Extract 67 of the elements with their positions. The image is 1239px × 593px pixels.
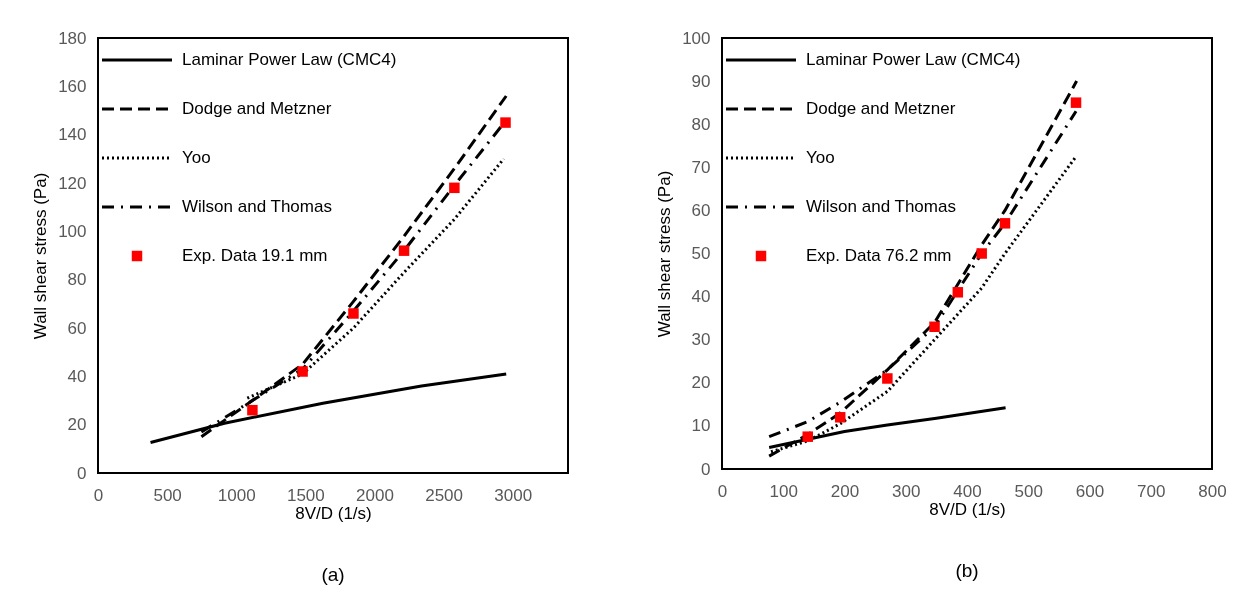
x-tick-label: 800 xyxy=(1198,481,1227,501)
y-tick-label: 90 xyxy=(691,71,711,91)
x-tick-label: 100 xyxy=(769,481,798,501)
point xyxy=(449,182,460,194)
y-tick-label: 180 xyxy=(58,28,87,48)
legend-label: Exp. Data 76.2 mm xyxy=(806,246,952,265)
y-tick-label: 140 xyxy=(58,125,87,145)
legend-label: Yoo xyxy=(806,148,835,167)
point xyxy=(882,373,893,384)
legend-label: Laminar Power Law (CMC4) xyxy=(182,50,397,69)
legend-label: Dodge and Metzner xyxy=(806,99,956,118)
point xyxy=(834,412,846,423)
x-tick-label: 3000 xyxy=(494,485,533,505)
y-tick-label: 70 xyxy=(691,157,711,177)
x-tick-label: 500 xyxy=(1014,481,1043,501)
y-axis-title: Wall shear stress (Pa) xyxy=(655,170,675,338)
text: (b) xyxy=(955,560,979,581)
x-tick-label: 2000 xyxy=(356,485,394,505)
legend-label: Dodge and Metzner xyxy=(182,99,332,118)
text: (a) xyxy=(321,564,345,585)
x-tick-label: 300 xyxy=(892,481,921,501)
y-tick-label: 60 xyxy=(67,318,87,338)
y-tick-label: 50 xyxy=(691,244,711,263)
x-tick-label: 500 xyxy=(153,485,182,505)
x-tick-label: 700 xyxy=(1137,481,1166,501)
y-tick-label: 40 xyxy=(691,287,711,307)
y-tick-label: 160 xyxy=(58,76,87,96)
y-tick-label: 20 xyxy=(691,373,711,393)
point xyxy=(802,431,813,442)
legend-label: Exp. Data 19.1 mm xyxy=(182,246,328,265)
point xyxy=(929,321,940,333)
y-tick-label: 20 xyxy=(67,415,87,435)
y-tick-label: 80 xyxy=(691,114,711,134)
legend-label: Yoo xyxy=(182,148,211,167)
y-tick-label: 60 xyxy=(691,200,711,220)
point xyxy=(952,287,964,298)
legend-label: Wilson and Thomas xyxy=(806,197,956,216)
point xyxy=(247,404,258,416)
x-axis-title: 8V/D (1/s) xyxy=(929,499,1006,519)
x-tick-label: 1500 xyxy=(286,485,325,505)
y-tick-label: 30 xyxy=(691,330,711,350)
x-tick-label: 2500 xyxy=(425,485,463,505)
point xyxy=(500,117,511,128)
y-tick-label: 10 xyxy=(691,416,711,436)
point xyxy=(999,218,1011,229)
x-axis-title: 8V/D (1/s) xyxy=(295,503,372,523)
point xyxy=(348,308,359,319)
point xyxy=(1070,97,1082,108)
x-tick-label: 400 xyxy=(953,481,982,501)
x-tick-label: 600 xyxy=(1075,481,1105,501)
x-tick-label: 200 xyxy=(830,481,860,501)
y-axis-title: Wall shear stress (Pa) xyxy=(31,172,51,340)
y-tick-label: 0 xyxy=(77,463,87,483)
point xyxy=(297,366,308,377)
y-tick-label: 100 xyxy=(58,221,87,241)
point xyxy=(976,248,987,259)
x-tick-label: 0 xyxy=(93,485,104,505)
x-tick-label: 1000 xyxy=(217,485,256,505)
y-tick-label: 40 xyxy=(67,366,87,386)
y-tick-label: 80 xyxy=(67,270,87,290)
y-tick-label: 0 xyxy=(701,459,711,479)
point xyxy=(398,245,410,256)
x-tick-label: 0 xyxy=(717,481,728,501)
y-tick-label: 120 xyxy=(58,173,87,193)
y-tick-label: 100 xyxy=(682,28,711,48)
legend-label: Laminar Power Law (CMC4) xyxy=(806,50,1021,69)
legend-label: Wilson and Thomas xyxy=(182,197,332,216)
